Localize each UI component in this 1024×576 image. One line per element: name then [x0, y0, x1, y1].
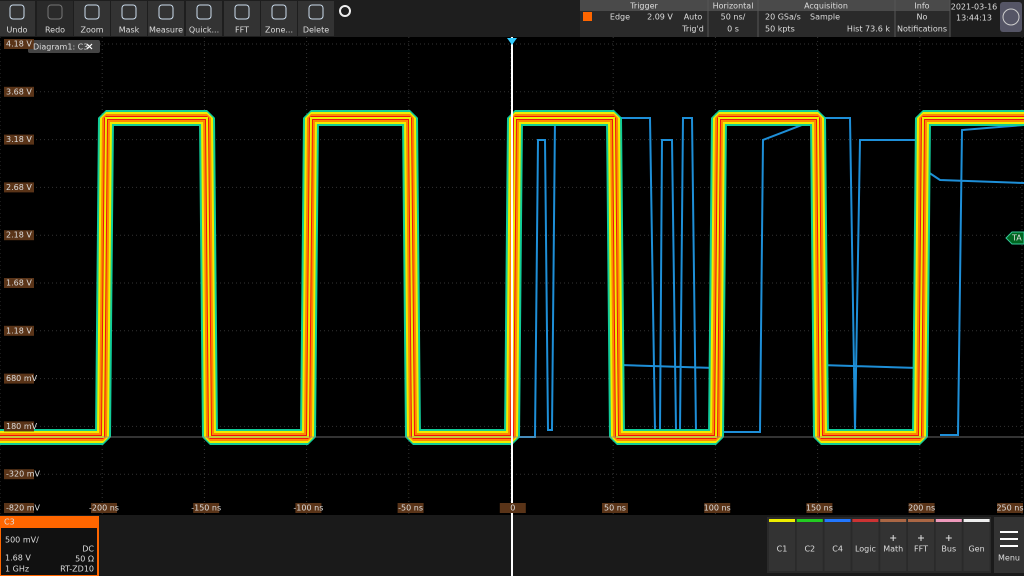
- status-text: 2021-03-16: [951, 3, 998, 12]
- menu-label: Menu: [998, 554, 1020, 563]
- channel-color: [908, 519, 934, 522]
- toolbar-label: Delete: [303, 26, 329, 35]
- toolbar-label: Undo: [7, 26, 28, 35]
- toolbar-label: Redo: [45, 26, 65, 35]
- y-label: 2.68 V: [6, 183, 32, 192]
- x-label: -50 ns: [398, 504, 423, 513]
- y-label: 3.18 V: [6, 135, 32, 144]
- x-label: 100 ns: [704, 504, 731, 513]
- channel-button-label: Gen: [968, 545, 984, 554]
- status-text: 2.09 V: [647, 13, 673, 22]
- channel-header: [0, 517, 98, 528]
- y-label: -320 mV: [6, 470, 40, 479]
- status-text: 20 GSa/s: [765, 13, 801, 22]
- status-text: Notifications: [897, 25, 947, 34]
- channel-text: 500 mV/: [5, 536, 39, 545]
- x-label: -150 ns: [191, 504, 221, 513]
- channel-color: [797, 519, 823, 522]
- channel-text: 50 Ω: [75, 555, 94, 564]
- channel-button-label: Math: [883, 545, 903, 554]
- status-text: Info: [914, 2, 929, 11]
- status-text: Trig'd: [681, 25, 704, 34]
- x-label: 50 ns: [604, 504, 626, 513]
- toolbar-label: Zoom: [80, 26, 103, 35]
- y-label: 4.18 V: [6, 40, 32, 49]
- channel-text: 1 GHz: [5, 565, 29, 574]
- toolbar-label: Mask: [119, 26, 140, 35]
- channel-color: [852, 519, 878, 522]
- x-label: 150 ns: [806, 504, 833, 513]
- channel-color: [880, 519, 906, 522]
- y-label: 1.68 V: [6, 279, 32, 288]
- status-text: 50 ns/: [721, 13, 746, 22]
- channel-color: [825, 519, 851, 522]
- status-text: Trigger: [629, 2, 658, 11]
- channel-text: C3: [4, 518, 15, 527]
- channel-button-label: Bus: [941, 545, 956, 554]
- channel-text: RT-ZD10: [60, 565, 94, 574]
- toolbar-label: Measure: [149, 26, 183, 35]
- x-label: -200 ns: [89, 504, 119, 513]
- y-label: 2.18 V: [6, 231, 32, 240]
- channel-color: [769, 519, 795, 522]
- status-text: 50 kpts: [765, 25, 795, 34]
- trigger-source: [583, 12, 592, 21]
- channel-button-label: FFT: [914, 545, 928, 554]
- channel-button-label: C1: [777, 545, 788, 554]
- y-label: 3.68 V: [6, 87, 32, 96]
- x-label: 200 ns: [908, 504, 935, 513]
- status-text: 0 s: [727, 25, 739, 34]
- y-label: 680 mV: [6, 374, 38, 383]
- x-label: 250 ns: [996, 504, 1023, 513]
- channel-color: [936, 519, 962, 522]
- y-label: 1.18 V: [6, 326, 32, 335]
- toolbar-label: FFT: [235, 26, 249, 35]
- trigger-level-label: TA: [1011, 234, 1022, 243]
- channel-button-label: C4: [832, 545, 843, 554]
- channel-button-label: Logic: [855, 545, 876, 554]
- status-text: Auto: [684, 13, 703, 22]
- channel-button-label: C2: [804, 545, 815, 554]
- status-text: Hist 73.6 k: [847, 25, 890, 34]
- tab-label: Diagram1: C3: [33, 43, 88, 52]
- channel-color: [964, 519, 990, 522]
- x-label: 0: [510, 504, 515, 513]
- status-text: Horizontal: [713, 2, 754, 11]
- y-label: -820 mV: [6, 504, 40, 513]
- x-label: -100 ns: [293, 504, 323, 513]
- channel-text: DC: [82, 545, 94, 554]
- y-label: 180 mV: [6, 422, 38, 431]
- status-text: Edge: [610, 13, 630, 22]
- status-text: Acquisition: [804, 2, 848, 11]
- toolbar-label: Zone...: [265, 26, 293, 35]
- status-text: 13:44:13: [956, 14, 992, 23]
- status-text: Sample: [810, 13, 840, 22]
- toolbar-label: Quick...: [189, 26, 219, 35]
- status-text: No: [917, 13, 928, 22]
- channel-text: 1.68 V: [5, 554, 31, 563]
